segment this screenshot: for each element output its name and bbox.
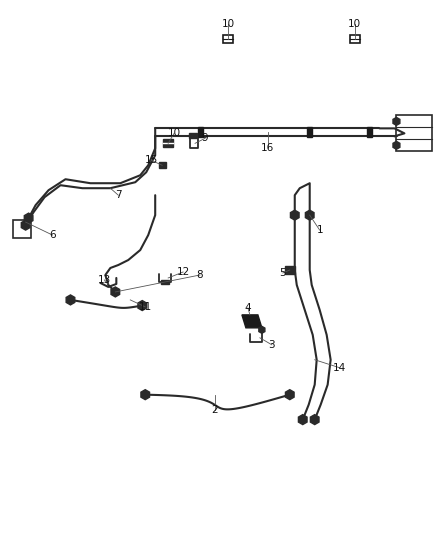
Text: 5: 5 (279, 268, 286, 278)
Text: 7: 7 (115, 190, 122, 200)
Text: 10: 10 (221, 19, 234, 29)
Text: 10: 10 (348, 19, 361, 29)
Bar (367, 127, 372, 138)
Text: 2: 2 (212, 405, 218, 415)
Bar (223, 35, 233, 43)
Text: 10: 10 (168, 128, 181, 139)
Bar (198, 127, 202, 138)
Polygon shape (141, 390, 149, 400)
Text: 1: 1 (316, 225, 323, 235)
Bar (189, 133, 197, 138)
Polygon shape (298, 415, 307, 425)
Bar (307, 127, 312, 138)
Text: 11: 11 (138, 302, 152, 312)
Polygon shape (393, 141, 400, 149)
Bar (285, 266, 295, 274)
Bar (396, 116, 432, 151)
Polygon shape (305, 210, 314, 220)
Polygon shape (24, 213, 33, 223)
Bar (13, 220, 31, 238)
Text: 12: 12 (177, 267, 190, 277)
Bar (163, 139, 173, 147)
Text: 9: 9 (202, 133, 208, 143)
Text: 8: 8 (197, 270, 203, 280)
Polygon shape (111, 287, 120, 297)
Polygon shape (311, 415, 319, 425)
Text: 6: 6 (49, 230, 56, 240)
Polygon shape (286, 390, 294, 400)
Text: 15: 15 (145, 155, 158, 165)
Polygon shape (138, 301, 147, 311)
Bar (350, 35, 360, 43)
Text: 16: 16 (261, 143, 275, 154)
Text: 3: 3 (268, 340, 275, 350)
Polygon shape (66, 295, 75, 305)
Bar (159, 162, 166, 168)
Bar (161, 280, 169, 284)
Text: 13: 13 (98, 275, 111, 285)
Polygon shape (290, 210, 299, 220)
Text: 14: 14 (333, 363, 346, 373)
Polygon shape (259, 326, 265, 333)
Text: 4: 4 (244, 303, 251, 313)
Polygon shape (242, 315, 262, 328)
Polygon shape (393, 117, 400, 125)
Polygon shape (21, 220, 30, 230)
